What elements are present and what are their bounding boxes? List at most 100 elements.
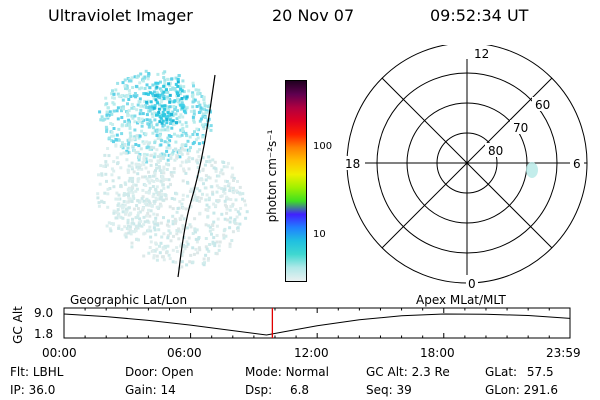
emission-pixel (232, 191, 236, 195)
emission-pixel (217, 186, 221, 190)
emission-pixel (105, 224, 109, 228)
emission-pixel (202, 95, 206, 99)
timeline-left-title: Geographic Lat/Lon (70, 293, 188, 307)
emission-pixel (137, 144, 141, 148)
emission-pixel (114, 138, 118, 141)
emission-pixel (204, 223, 208, 227)
emission-pixel (178, 120, 182, 124)
emission-pixel (195, 228, 199, 232)
emission-pixel (204, 245, 208, 249)
emission-pixel (147, 208, 150, 212)
emission-pixel (128, 92, 132, 96)
emission-pixel (106, 205, 110, 209)
emission-pixel (158, 251, 162, 255)
emission-pixel (107, 154, 111, 158)
emission-pixel (125, 95, 129, 99)
emission-pixel (193, 227, 197, 231)
emission-pixel (128, 225, 132, 229)
emission-pixel (155, 129, 159, 133)
emission-pixel (128, 197, 132, 201)
emission-pixel (177, 227, 181, 231)
emission-pixel (181, 224, 185, 228)
polar-diagonal-2 (381, 77, 553, 249)
emission-pixel (215, 190, 219, 194)
emission-pixel (179, 164, 183, 168)
emission-pixel (214, 204, 218, 208)
emission-pixel (177, 149, 181, 152)
emission-pixel (212, 220, 216, 224)
polar-emission-spot (526, 162, 538, 178)
emission-pixel (187, 89, 191, 93)
emission-pixel (145, 83, 149, 87)
emission-pixel (147, 200, 151, 204)
emission-pixel (182, 90, 186, 94)
emission-pixel (149, 120, 153, 124)
emission-pixel (173, 88, 177, 92)
param-ip: IP: 36.0 (10, 383, 56, 397)
emission-pixel (155, 123, 159, 127)
emission-pixel (154, 83, 158, 87)
emission-pixel (160, 152, 164, 156)
emission-pixel (142, 142, 146, 146)
label-bg (532, 97, 554, 111)
emission-pixel (135, 187, 139, 191)
emission-pixel (119, 184, 123, 187)
emission-pixel (192, 84, 195, 88)
emission-pixel (184, 171, 188, 175)
emission-pixel (203, 261, 206, 265)
emission-pixel (181, 198, 185, 201)
emission-pixel (136, 199, 140, 203)
emission-pixel (154, 169, 157, 173)
emission-pixel (161, 119, 165, 123)
emission-pixel (180, 152, 184, 156)
colorbar (285, 80, 307, 282)
emission-pixel (102, 201, 106, 204)
emission-pixel (197, 128, 200, 132)
emission-pixel (146, 99, 150, 103)
emission-pixel (142, 163, 146, 167)
emission-pixel (154, 233, 158, 237)
emission-pixel (175, 121, 178, 125)
emission-pixel (142, 158, 146, 162)
emission-pixel (170, 174, 174, 178)
param-mode: Mode: Normal (245, 365, 329, 379)
emission-pixel (162, 216, 165, 220)
emission-pixel (142, 92, 146, 96)
emission-pixel (121, 216, 125, 220)
emission-pixel (174, 221, 177, 225)
emission-pixel (123, 181, 127, 185)
emission-pixel (171, 86, 175, 90)
emission-pixel (187, 236, 191, 240)
emission-pixel (162, 123, 166, 127)
emission-pixel (193, 130, 196, 134)
emission-pixel (225, 180, 229, 183)
emission-pixel (198, 248, 202, 252)
emission-pixel (155, 134, 159, 137)
emission-pixel (158, 93, 162, 97)
emission-pixel (192, 252, 196, 256)
emission-pixel (173, 99, 177, 103)
emission-pixel (181, 193, 185, 197)
emission-pixel (106, 147, 110, 150)
emission-pixel (112, 209, 116, 213)
emission-pixel (173, 122, 177, 126)
emission-pixel (201, 192, 204, 196)
emission-pixel (207, 205, 211, 209)
emission-pixel (144, 175, 147, 179)
emission-pixel (181, 227, 185, 231)
emission-pixel (152, 174, 155, 178)
emission-pixel (173, 132, 176, 136)
emission-pixel (123, 143, 127, 147)
emission-pixel (197, 100, 201, 104)
emission-pixel (125, 158, 129, 162)
emission-pixel (166, 128, 170, 132)
emission-pixel (131, 144, 135, 148)
emission-pixel (97, 173, 100, 177)
emission-pixel (140, 224, 144, 228)
emission-pixel (170, 77, 174, 81)
emission-pixel (167, 229, 171, 233)
emission-pixel (193, 193, 197, 197)
observation-date: 20 Nov 07 (272, 6, 355, 25)
emission-pixel (117, 127, 121, 131)
emission-pixel (159, 221, 163, 225)
